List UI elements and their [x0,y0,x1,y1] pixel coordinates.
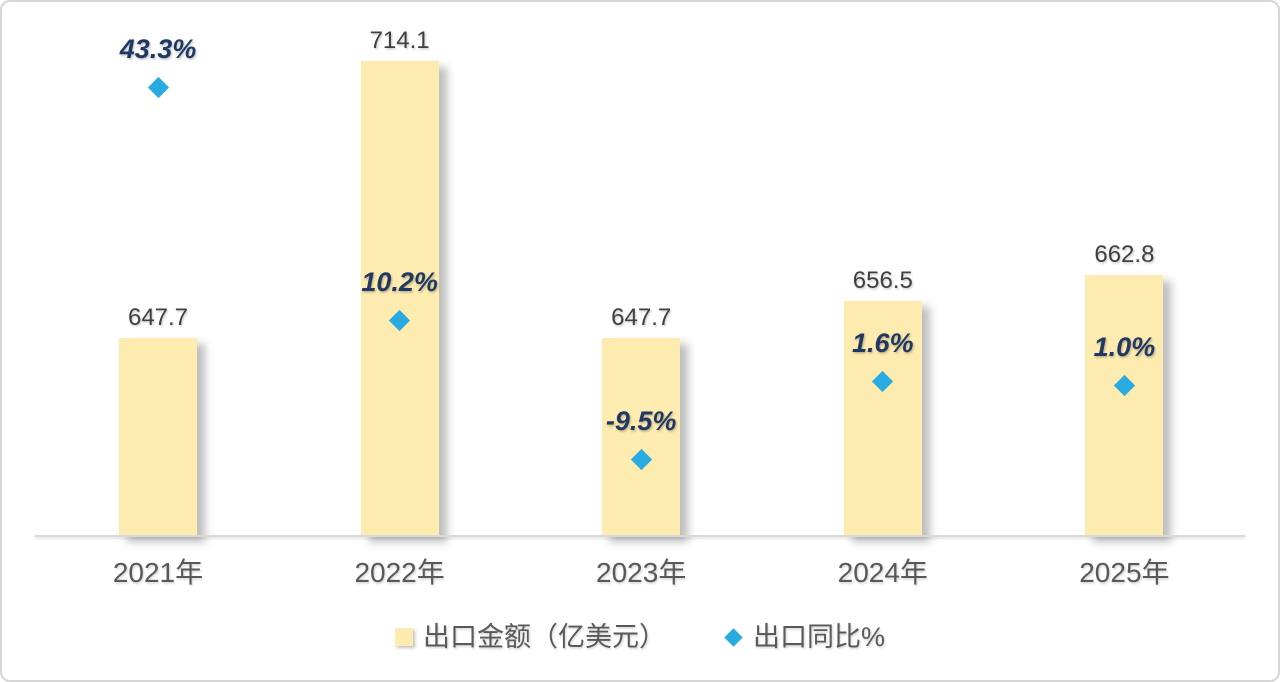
legend-item-export-amount: 出口金额（亿美元） [394,620,666,654]
bar-value-label: 662.8 [1094,241,1155,268]
yoy-value-label: 10.2% [361,267,438,298]
yoy-diamond-icon [147,76,169,98]
x-axis-label: 2025年 [1079,557,1170,588]
bar [1085,275,1164,536]
bar [360,61,439,536]
x-axis-line [35,535,1245,537]
legend-item-yoy: 出口同比% [724,620,885,654]
yoy-value-label: -9.5% [605,406,677,437]
bar-value-label: 647.7 [127,304,189,331]
bar-value-label: 647.7 [611,304,672,331]
x-axis-label: 2021年 [112,557,204,588]
legend-label-yoy: 出口同比% [752,622,885,652]
yoy-value-label: 1.6% [852,328,914,359]
x-axis-label: 2023年 [596,557,687,588]
yoy-value-label: 1.0% [1093,332,1156,363]
legend: 出口金额（亿美元） 出口同比% [2,620,1278,654]
bar-value-label: 656.5 [852,267,913,294]
yoy-value-label: 43.3% [119,34,197,65]
bar-series-swatch-icon [394,628,413,646]
diamond-series-swatch-icon [724,627,743,647]
bar [602,338,681,536]
x-axis-label: 2022年 [354,557,445,588]
legend-label-export-amount: 出口金额（亿美元） [422,622,666,652]
bar-value-label: 714.1 [369,27,430,54]
bar [843,301,922,536]
bar [119,338,197,536]
x-axis-label: 2024年 [837,557,928,588]
